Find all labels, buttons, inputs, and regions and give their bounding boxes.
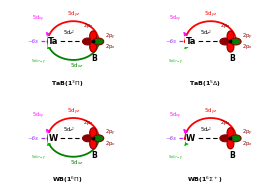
Text: ~6s: ~6s bbox=[165, 39, 176, 44]
Ellipse shape bbox=[227, 138, 234, 149]
Text: 5d$_{xy}$: 5d$_{xy}$ bbox=[169, 14, 181, 24]
Ellipse shape bbox=[90, 138, 97, 149]
Text: B: B bbox=[92, 151, 97, 160]
Ellipse shape bbox=[220, 38, 230, 45]
Text: W: W bbox=[49, 134, 58, 143]
Text: 2p$_y$: 2p$_y$ bbox=[105, 128, 116, 138]
Text: 2p$_x$: 2p$_x$ bbox=[105, 139, 116, 148]
Text: ~6s: ~6s bbox=[165, 136, 176, 141]
Text: B: B bbox=[229, 151, 235, 160]
Ellipse shape bbox=[227, 31, 234, 42]
Text: TaB(1$^3$$\Pi$): TaB(1$^3$$\Pi$) bbox=[51, 78, 84, 88]
Ellipse shape bbox=[90, 128, 97, 138]
Text: ~6s: ~6s bbox=[28, 136, 39, 141]
Text: 5d$_{x^2\!-\!y^2}$: 5d$_{x^2\!-\!y^2}$ bbox=[168, 57, 184, 66]
Ellipse shape bbox=[90, 42, 97, 52]
Text: 5d$_{xy}$: 5d$_{xy}$ bbox=[169, 111, 181, 121]
Text: B: B bbox=[92, 54, 97, 63]
Ellipse shape bbox=[230, 38, 241, 45]
Text: 5d$_{xy}$: 5d$_{xy}$ bbox=[32, 111, 44, 121]
Text: 2p$_z$: 2p$_z$ bbox=[83, 21, 94, 30]
Text: 2p$_z$: 2p$_z$ bbox=[83, 118, 94, 127]
Text: 2p$_x$: 2p$_x$ bbox=[242, 139, 254, 148]
Text: 2p$_y$: 2p$_y$ bbox=[105, 31, 116, 42]
Text: 5d$_{xz}$: 5d$_{xz}$ bbox=[70, 61, 84, 70]
Ellipse shape bbox=[93, 38, 104, 45]
Text: 2p$_y$: 2p$_y$ bbox=[242, 128, 254, 138]
Text: 2p$_y$: 2p$_y$ bbox=[242, 31, 254, 42]
Text: 5d$_{x^2\!-\!y^2}$: 5d$_{x^2\!-\!y^2}$ bbox=[168, 153, 184, 162]
Ellipse shape bbox=[82, 38, 93, 45]
Ellipse shape bbox=[227, 128, 234, 138]
Text: 2p$_z$: 2p$_z$ bbox=[220, 118, 231, 127]
Text: 5d$_{xy}$: 5d$_{xy}$ bbox=[32, 14, 44, 24]
Ellipse shape bbox=[227, 42, 234, 52]
Text: 5d$_{z^2}$: 5d$_{z^2}$ bbox=[63, 28, 75, 37]
Text: Ta: Ta bbox=[186, 37, 196, 46]
Text: W: W bbox=[186, 134, 196, 143]
Text: 5d$_{x^2\!-\!y^2}$: 5d$_{x^2\!-\!y^2}$ bbox=[31, 153, 47, 162]
Text: 5d$_{yz}$: 5d$_{yz}$ bbox=[204, 10, 217, 20]
Text: ~6s: ~6s bbox=[28, 39, 39, 44]
Ellipse shape bbox=[230, 135, 241, 142]
Text: 5d$_{z^2}$: 5d$_{z^2}$ bbox=[200, 28, 212, 37]
Text: WB(1$^6$$\Sigma$$^+$): WB(1$^6$$\Sigma$$^+$) bbox=[187, 175, 222, 185]
Text: 2p$_x$: 2p$_x$ bbox=[242, 42, 254, 51]
Ellipse shape bbox=[90, 31, 97, 42]
Text: 2p$_x$: 2p$_x$ bbox=[105, 42, 116, 51]
Text: 5d$_{x^2\!-\!y^2}$: 5d$_{x^2\!-\!y^2}$ bbox=[31, 57, 47, 66]
Ellipse shape bbox=[93, 135, 104, 142]
Ellipse shape bbox=[220, 135, 230, 142]
Ellipse shape bbox=[82, 135, 93, 142]
Text: WB(1$^6$$\Pi$): WB(1$^6$$\Pi$) bbox=[52, 175, 83, 185]
Text: 2p$_z$: 2p$_z$ bbox=[220, 21, 231, 30]
Text: TaB(1$^5$$\Delta$): TaB(1$^5$$\Delta$) bbox=[189, 78, 221, 88]
Text: B: B bbox=[229, 54, 235, 63]
Text: Ta: Ta bbox=[48, 37, 59, 46]
Text: 5d$_{z^2}$: 5d$_{z^2}$ bbox=[63, 125, 75, 134]
Text: 5d$_{xz}$: 5d$_{xz}$ bbox=[70, 158, 84, 167]
Text: 5d$_{yz}$: 5d$_{yz}$ bbox=[204, 107, 217, 117]
Text: 5d$_{z^2}$: 5d$_{z^2}$ bbox=[200, 125, 212, 134]
Text: 5d$_{yz}$: 5d$_{yz}$ bbox=[67, 107, 80, 117]
Text: 5d$_{yz}$: 5d$_{yz}$ bbox=[67, 10, 80, 20]
